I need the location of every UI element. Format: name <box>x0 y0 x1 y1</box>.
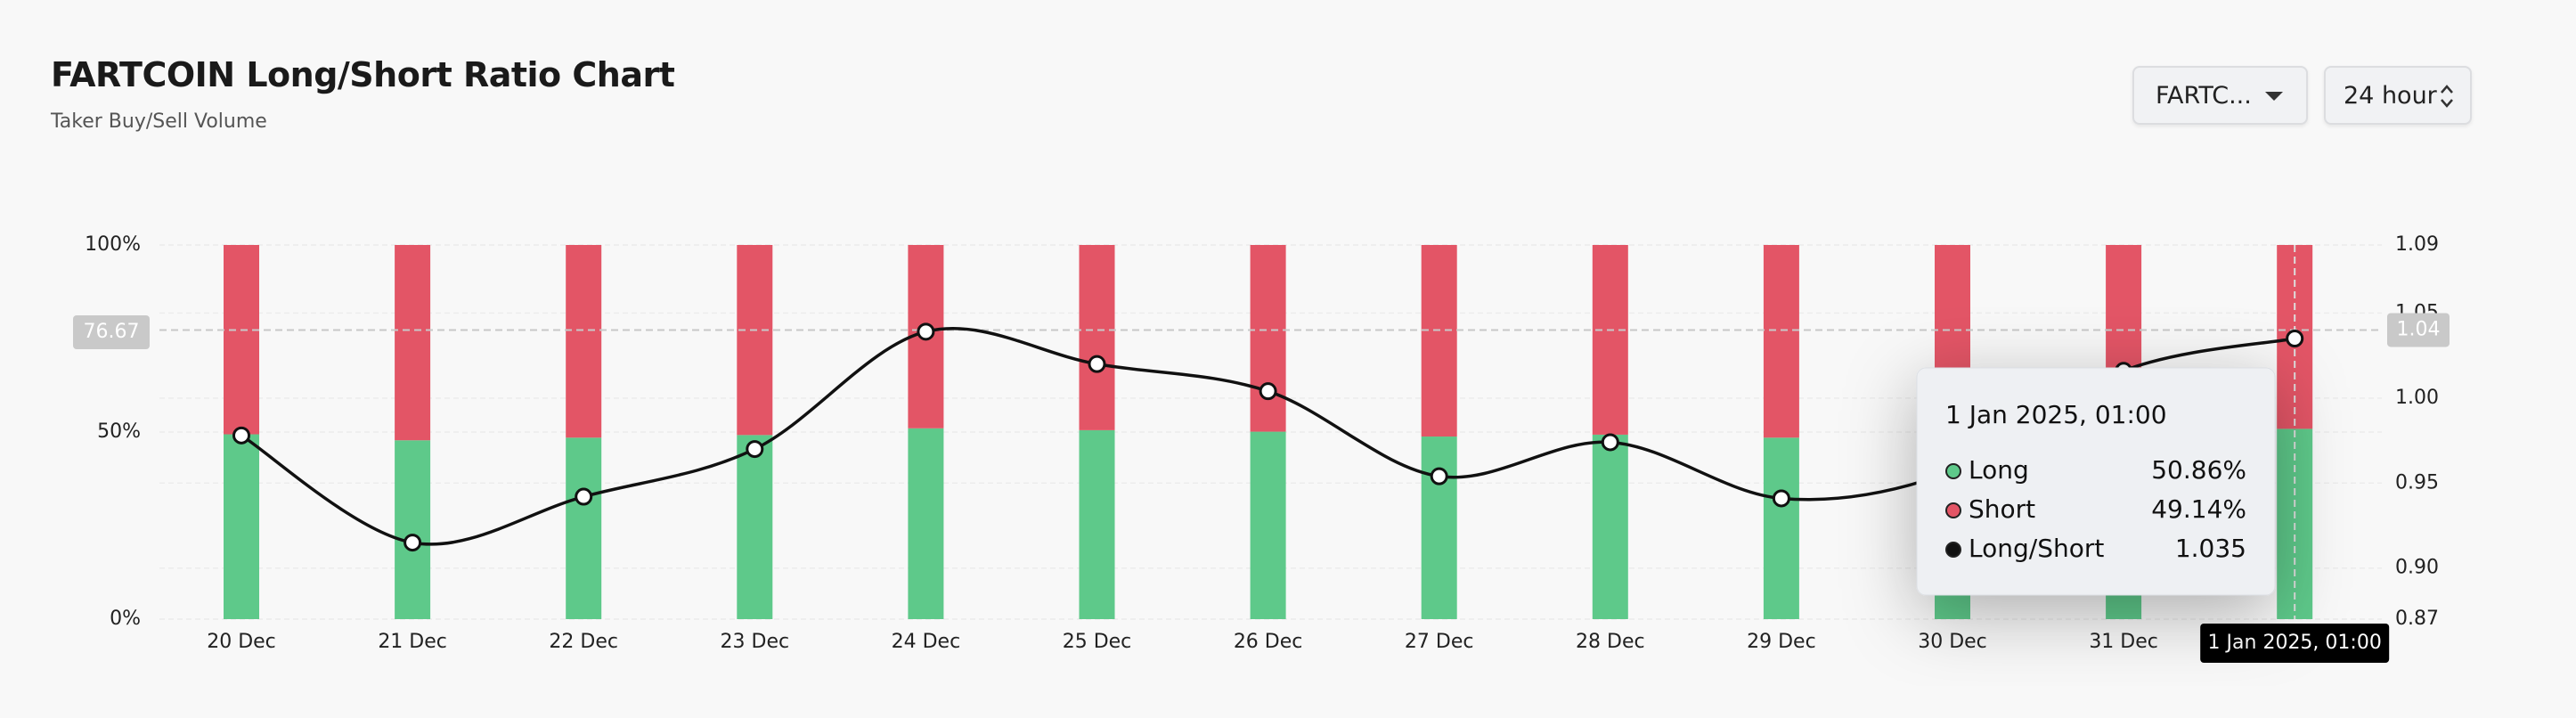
tooltip-name: Short <box>1969 494 2035 524</box>
bar-segment <box>1079 429 1115 619</box>
ratio-point <box>917 322 935 341</box>
y2-tick-label: 0.90 <box>2395 557 2439 579</box>
crosshair-label-bg <box>73 314 150 349</box>
interval-select[interactable]: 24 hour <box>2324 66 2472 125</box>
ratio-point <box>746 440 764 459</box>
x-tick-label: 27 Dec <box>1405 631 1474 653</box>
bar-segment <box>1592 245 1628 435</box>
bar-segment <box>1763 437 1799 619</box>
crosshair-y2-label: 1.04 <box>2397 318 2441 340</box>
interval-value: 24 hour <box>2344 81 2437 110</box>
x-tick-label: 20 Dec <box>207 631 276 653</box>
dropdown-arrow <box>2265 92 2283 101</box>
tooltip-value: 49.14% <box>2151 494 2246 524</box>
bar-segment <box>1763 245 1799 438</box>
crosshair-y-label: 76.67 <box>84 321 140 343</box>
tooltip-value: 50.86% <box>2151 455 2246 485</box>
ratio-point <box>1088 355 1106 373</box>
tooltip-value: 1.035 <box>2175 534 2246 563</box>
y2-tick-label: 0.87 <box>2395 608 2439 630</box>
x-tick-label: 30 Dec <box>1918 631 1987 653</box>
tooltip-box <box>1916 367 2276 596</box>
x-tick-label: 29 Dec <box>1747 631 1816 653</box>
tooltip-swatch <box>1945 542 1961 558</box>
x-tick-label: 26 Dec <box>1234 631 1303 653</box>
bar-segment <box>1592 434 1628 619</box>
bar-segment <box>1421 245 1457 437</box>
tooltip-swatch <box>1945 502 1961 518</box>
bar-segment <box>566 245 602 438</box>
ratio-point <box>1259 382 1277 401</box>
chart-title: FARTCOIN Long/Short Ratio Chart <box>51 55 675 94</box>
ratio-point <box>1601 433 1619 452</box>
bar-segment <box>1421 437 1457 619</box>
crosshair-label-bg <box>2387 313 2450 347</box>
x-tick-label: 31 Dec <box>2089 631 2158 653</box>
symbol-select[interactable]: FARTC... <box>2132 66 2308 125</box>
y-tick-label: 100% <box>85 233 141 256</box>
bar-segment <box>1250 245 1286 432</box>
ratio-point <box>232 426 250 445</box>
bar-segment <box>737 435 773 619</box>
x-tick-label: 21 Dec <box>378 631 447 653</box>
y2-tick-label: 1.09 <box>2395 233 2439 256</box>
tooltip-name: Long <box>1969 455 2029 485</box>
bar-segment <box>224 434 259 619</box>
x-tick-label: 25 Dec <box>1063 631 1132 653</box>
y-tick-label: 50% <box>97 420 141 443</box>
bar-segment <box>1250 431 1286 619</box>
x-highlight-label: 1 Jan 2025, 01:00 <box>2208 632 2382 654</box>
ratio-point <box>404 534 422 552</box>
chart-subtitle: Taker Buy/Sell Volume <box>51 110 267 133</box>
y2-tick-label: 0.95 <box>2395 471 2439 494</box>
symbol-value: FARTC... <box>2156 81 2252 110</box>
bar-segment <box>1079 245 1115 430</box>
updown-arrow <box>2441 85 2453 108</box>
tooltip-title: 1 Jan 2025, 01:00 <box>1945 400 2167 429</box>
bar-segment <box>395 245 431 441</box>
bar-segment <box>395 440 431 619</box>
bar-segment <box>566 437 602 619</box>
ratio-point <box>1772 489 1790 508</box>
x-tick-label: 24 Dec <box>892 631 961 653</box>
x-tick-label: 22 Dec <box>549 631 618 653</box>
x-tick-label: 23 Dec <box>721 631 790 653</box>
x-highlight-bg <box>2200 624 2390 663</box>
ratio-point <box>575 487 593 506</box>
bar-segment <box>908 428 944 619</box>
y2-tick-label: 1.00 <box>2395 387 2439 409</box>
x-tick-label: 28 Dec <box>1576 631 1645 653</box>
ratio-point <box>2286 330 2304 347</box>
tooltip-name: Long/Short <box>1969 534 2104 563</box>
bar-segment <box>737 245 773 436</box>
tooltip-swatch <box>1945 463 1961 479</box>
y-tick-label: 0% <box>110 608 141 630</box>
bar-segment <box>224 245 259 435</box>
ratio-point <box>1430 467 1448 485</box>
